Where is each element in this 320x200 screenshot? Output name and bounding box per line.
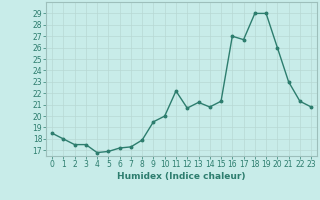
X-axis label: Humidex (Indice chaleur): Humidex (Indice chaleur): [117, 172, 246, 181]
